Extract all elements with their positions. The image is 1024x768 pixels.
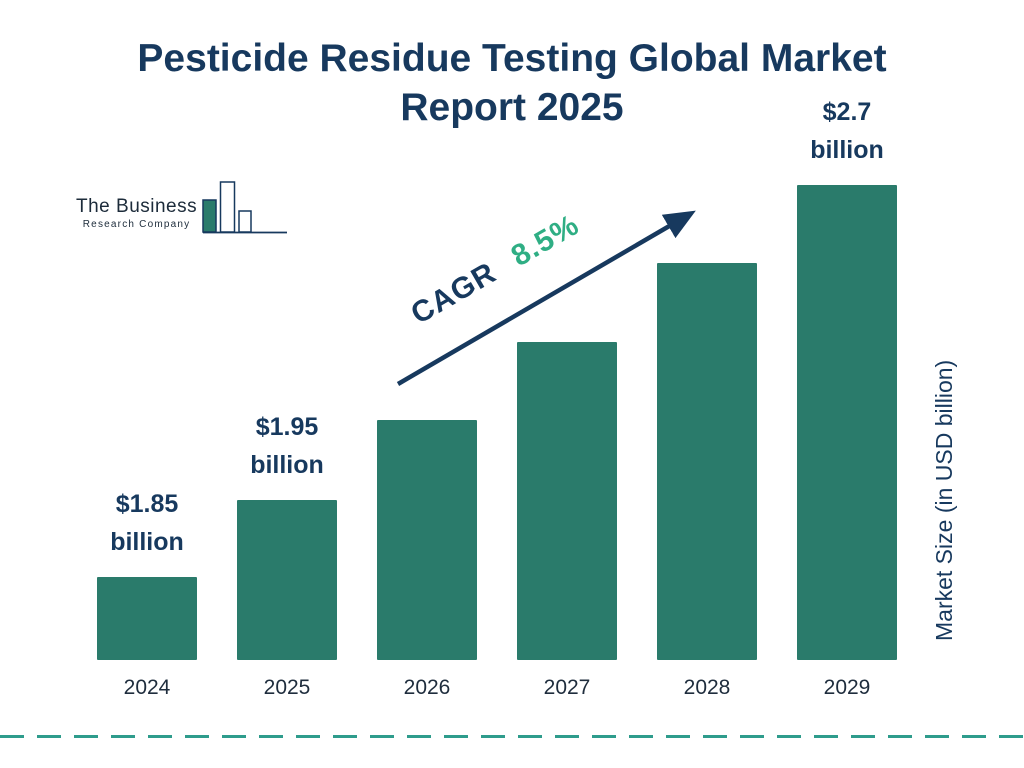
logo-name-line2: Research Company [82, 219, 191, 230]
company-logo-text: The Business Research Company [76, 196, 197, 238]
page-title-line2: Report 2025 [400, 86, 624, 129]
bar-2024 [97, 577, 197, 660]
bar-chart: $1.85 billion $1.95 billion $2.7 billion 2024… [97, 98, 897, 700]
bar-value-line2: billion [250, 451, 324, 479]
page-title-line1: Pesticide Residue Testing Global Market [137, 37, 887, 80]
bar-value-line2: billion [810, 136, 884, 164]
bar-column: $1.95 billion [237, 408, 337, 660]
bar-2027 [517, 342, 617, 660]
bar-value-line1: $2.7 [822, 98, 872, 126]
bar-value-label: $1.85 billion [110, 485, 184, 561]
bar-column [517, 342, 617, 660]
bar-value-label: $1.95 billion [250, 408, 324, 484]
bar-value-label: $2.7 billion [810, 93, 884, 169]
bar-value-line2: billion [110, 528, 184, 556]
x-axis-tick-2024: 2024 [123, 676, 171, 699]
x-axis-tick-2028: 2028 [683, 676, 731, 699]
bar-column: $1.85 billion [97, 485, 197, 660]
bar-value-line1: $1.95 [255, 413, 319, 441]
x-axis-tick-2027: 2027 [543, 676, 591, 699]
bar-2026 [377, 420, 477, 660]
bars-row: $1.85 billion $1.95 billion $2.7 billion [97, 98, 897, 660]
years-row: 2024 2025 2026 2027 2028 2029 [97, 676, 897, 700]
bottom-dashed-divider [0, 735, 1024, 738]
bar-2029 [797, 185, 897, 660]
bar-column: $2.7 billion [797, 93, 897, 660]
company-logo: The Business Research Company [76, 180, 289, 238]
x-axis-tick-2029: 2029 [823, 676, 871, 699]
bar-value-line1: $1.85 [115, 490, 179, 518]
bar-2025 [237, 500, 337, 660]
y-axis-label: Market Size (in USD billion) [931, 359, 957, 641]
logo-name-line1: The Business [76, 196, 198, 217]
logo-barchart-icon [202, 181, 288, 234]
bar-column [377, 420, 477, 660]
page-title: Pesticide Residue Testing Global Market … [0, 34, 1024, 132]
bar-column [657, 263, 757, 660]
bar-2028 [657, 263, 757, 660]
x-axis-tick-2026: 2026 [403, 676, 451, 699]
x-axis-tick-2025: 2025 [263, 676, 311, 699]
